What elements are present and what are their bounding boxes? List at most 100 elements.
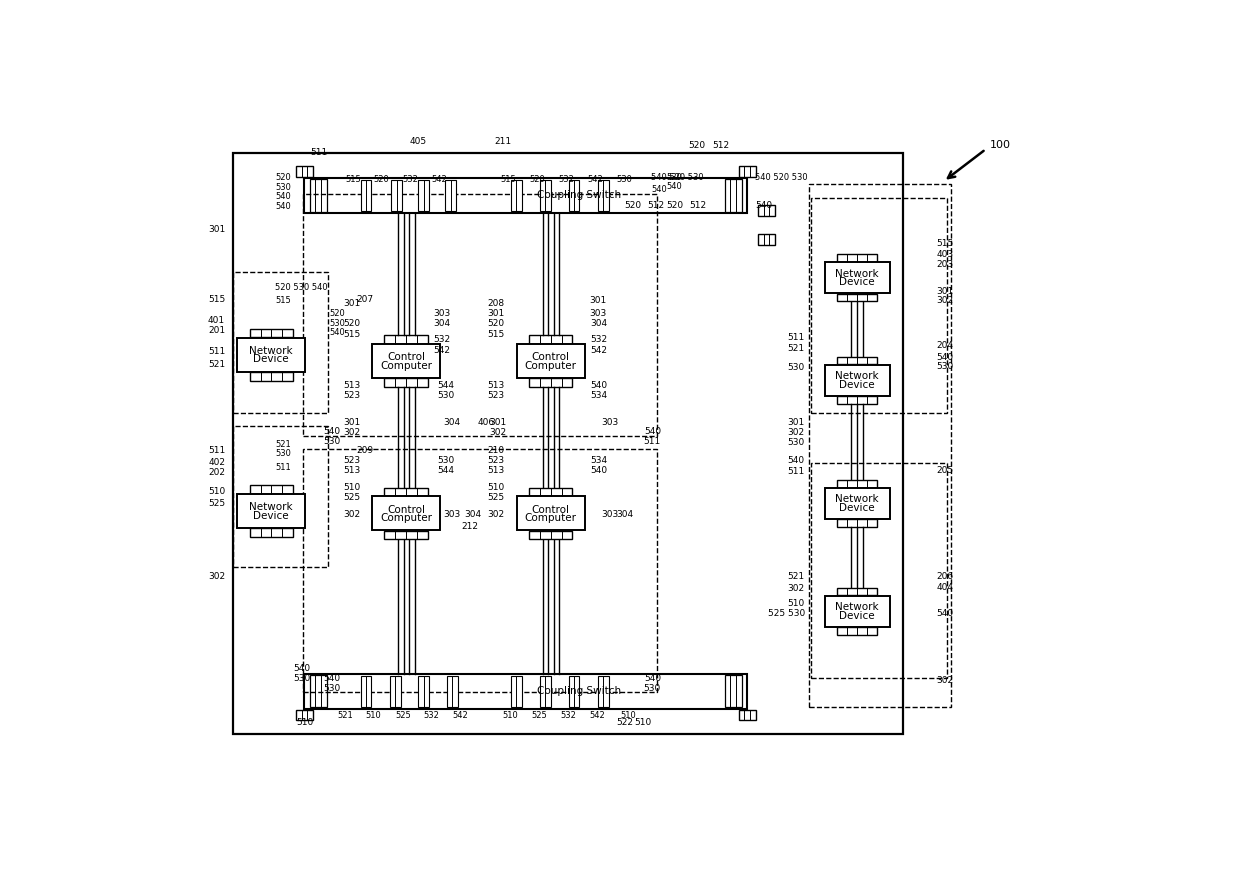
Text: 202: 202	[208, 468, 226, 477]
Bar	[445, 180, 456, 211]
Text: 520: 520	[373, 175, 389, 184]
Text: 212: 212	[461, 522, 479, 531]
Bar	[372, 497, 440, 530]
Text: 405: 405	[409, 137, 427, 146]
Text: 540: 540	[644, 675, 661, 684]
Bar	[361, 676, 372, 707]
Bar	[825, 595, 890, 627]
Text: 406: 406	[477, 418, 495, 427]
Text: 512: 512	[689, 201, 707, 210]
Bar	[837, 480, 877, 488]
Text: 511: 511	[644, 437, 661, 446]
Text: 301: 301	[590, 296, 608, 305]
Text: 532: 532	[424, 711, 439, 720]
Text: 520: 520	[529, 175, 546, 184]
Bar	[310, 179, 326, 212]
Text: 513: 513	[487, 381, 505, 390]
Bar	[296, 709, 312, 721]
Text: 540: 540	[644, 427, 661, 436]
Text: Network: Network	[836, 495, 879, 505]
Bar	[725, 179, 742, 212]
Text: 520: 520	[487, 320, 505, 328]
Text: Control: Control	[387, 505, 425, 514]
Text: Control: Control	[532, 505, 570, 514]
Bar	[384, 336, 428, 344]
Text: 301: 301	[936, 287, 954, 296]
Text: 303: 303	[443, 510, 460, 520]
Text: 510: 510	[787, 599, 805, 608]
Text: 515: 515	[936, 239, 954, 248]
Text: Control: Control	[387, 352, 425, 362]
Text: 510: 510	[502, 711, 518, 720]
Text: 534: 534	[590, 391, 608, 400]
Text: 510: 510	[296, 717, 314, 726]
Text: 523: 523	[487, 391, 505, 400]
Bar	[541, 180, 551, 211]
Text: 513: 513	[487, 465, 505, 474]
Bar	[389, 676, 401, 707]
Bar	[384, 488, 428, 496]
Text: 401: 401	[208, 316, 226, 326]
Bar	[233, 272, 327, 413]
Text: 532: 532	[558, 175, 574, 184]
Text: 510: 510	[487, 483, 505, 492]
Bar	[304, 178, 748, 213]
Bar	[249, 329, 293, 337]
Bar	[392, 180, 402, 211]
Text: 510: 510	[634, 717, 651, 726]
Bar	[739, 166, 755, 177]
Text: 532: 532	[434, 335, 450, 344]
Text: 525: 525	[396, 711, 410, 720]
Bar	[825, 365, 890, 395]
Text: 542: 542	[588, 175, 604, 184]
Text: 530: 530	[329, 319, 345, 328]
Text: 510: 510	[366, 711, 382, 720]
Text: 544: 544	[438, 381, 455, 390]
Text: 530: 530	[438, 391, 455, 400]
Text: 515: 515	[275, 296, 291, 305]
Bar	[418, 180, 429, 211]
Text: 303: 303	[601, 510, 618, 520]
Bar	[418, 676, 429, 707]
Bar	[249, 529, 293, 537]
Bar	[372, 344, 440, 378]
Bar	[758, 206, 775, 216]
Text: 542: 542	[589, 711, 605, 720]
Text: 540 520 530: 540 520 530	[755, 174, 807, 182]
Text: 520: 520	[329, 309, 345, 318]
Text: 540: 540	[275, 202, 291, 212]
Text: 530: 530	[275, 449, 291, 457]
Text: 523: 523	[343, 391, 360, 400]
Text: 301: 301	[490, 418, 506, 427]
Text: 540: 540	[293, 665, 310, 674]
Text: 530: 530	[322, 684, 340, 692]
Text: 203: 203	[936, 260, 954, 269]
Text: 301: 301	[487, 309, 505, 318]
Text: 303: 303	[434, 309, 450, 318]
Text: 402: 402	[208, 458, 226, 467]
Text: 302: 302	[208, 572, 226, 581]
Text: 530: 530	[644, 684, 661, 692]
Text: 513: 513	[343, 465, 360, 474]
Bar	[598, 676, 609, 707]
Text: Device: Device	[839, 611, 875, 620]
Text: Network: Network	[249, 346, 293, 356]
Bar	[511, 676, 522, 707]
Text: 205: 205	[936, 465, 954, 474]
Text: 303: 303	[590, 309, 608, 318]
Text: 530: 530	[438, 457, 455, 465]
Text: 511: 511	[310, 149, 327, 158]
Text: 302: 302	[343, 428, 360, 437]
Text: 523: 523	[487, 457, 505, 465]
Bar	[837, 396, 877, 404]
Text: 301: 301	[787, 418, 805, 427]
Text: 540: 540	[936, 609, 954, 618]
Bar	[384, 378, 428, 386]
Text: 511: 511	[208, 347, 226, 356]
Text: 515: 515	[501, 175, 516, 184]
Text: 512: 512	[713, 141, 729, 150]
Bar	[598, 180, 609, 211]
Bar	[511, 180, 522, 211]
Text: 515: 515	[487, 330, 505, 339]
Bar	[825, 488, 890, 519]
